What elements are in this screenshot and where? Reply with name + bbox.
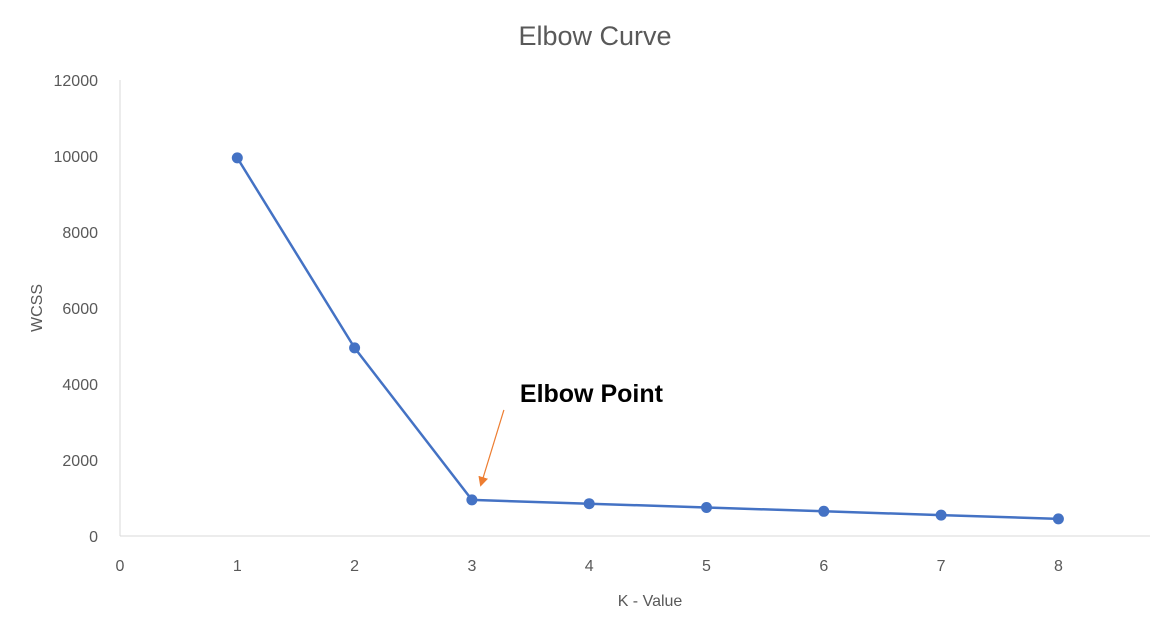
- y-tick-label: 10000: [54, 149, 99, 166]
- chart-title: Elbow Curve: [518, 21, 671, 51]
- x-axis-tick-labels: 0 1 2 3 4 5 6 7 8: [116, 558, 1063, 575]
- x-tick-label: 0: [116, 558, 125, 575]
- data-point: [935, 509, 947, 521]
- x-tick-label: 5: [702, 558, 711, 575]
- data-point: [818, 505, 830, 517]
- y-tick-label: 6000: [62, 301, 98, 318]
- y-tick-label: 4000: [62, 377, 98, 394]
- data-point: [231, 152, 243, 164]
- series-layer: [231, 152, 1064, 525]
- x-tick-label: 1: [233, 558, 242, 575]
- x-tick-label: 2: [350, 558, 359, 575]
- x-tick-label: 6: [819, 558, 828, 575]
- x-tick-label: 4: [585, 558, 594, 575]
- y-tick-label: 12000: [54, 73, 99, 90]
- x-tick-label: 7: [937, 558, 946, 575]
- data-point: [583, 498, 595, 510]
- elbow-point-arrow: [478, 409, 505, 487]
- x-tick-label: 8: [1054, 558, 1063, 575]
- data-point: [466, 494, 478, 506]
- data-point: [701, 502, 712, 513]
- annotation-layer: Elbow Point: [478, 380, 664, 487]
- y-tick-label: 0: [89, 529, 98, 546]
- x-axis-title: K - Value: [618, 593, 683, 610]
- data-point: [349, 342, 361, 354]
- y-axis-title: WCSS: [29, 284, 46, 332]
- y-tick-label: 8000: [62, 225, 98, 242]
- elbow-point-label: Elbow Point: [520, 380, 664, 408]
- y-tick-label: 2000: [62, 453, 98, 470]
- series-line: [236, 157, 1059, 521]
- x-tick-label: 3: [467, 558, 476, 575]
- data-point: [1052, 513, 1064, 525]
- y-axis-tick-labels: 0 2000 4000 6000 8000 10000 12000: [54, 73, 99, 546]
